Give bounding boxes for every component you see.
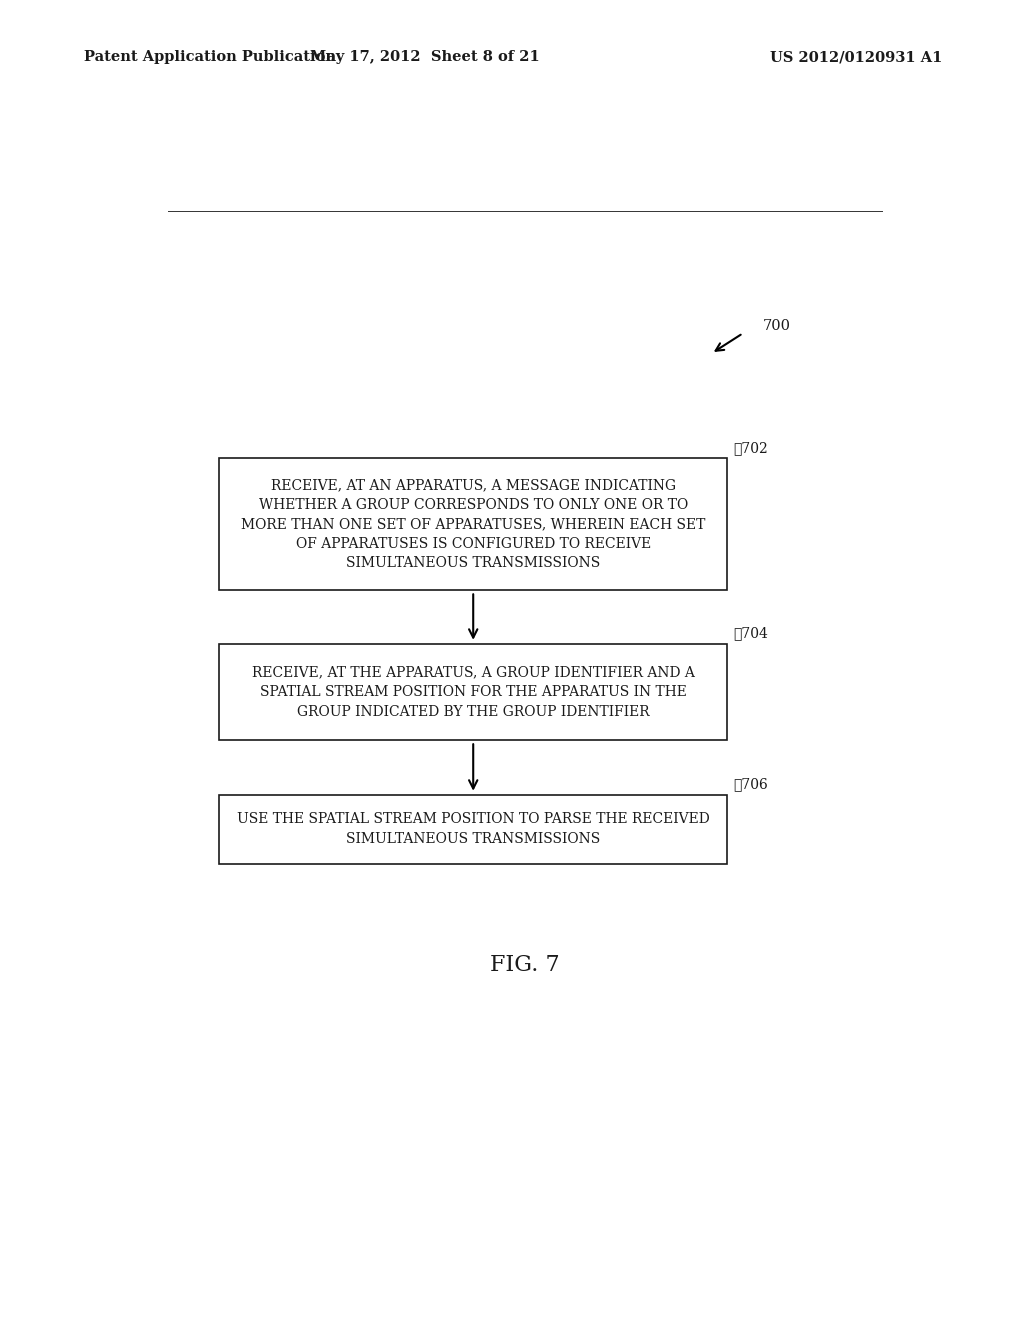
Text: US 2012/0120931 A1: US 2012/0120931 A1	[770, 50, 942, 65]
Text: ⌣704: ⌣704	[733, 627, 768, 640]
Text: Patent Application Publication: Patent Application Publication	[84, 50, 336, 65]
Bar	[219, 644, 727, 741]
Text: ⌣706: ⌣706	[733, 777, 768, 792]
Text: May 17, 2012  Sheet 8 of 21: May 17, 2012 Sheet 8 of 21	[310, 50, 540, 65]
Bar	[219, 458, 727, 590]
Bar	[219, 795, 727, 863]
Text: ⌣702: ⌣702	[733, 441, 768, 455]
Text: RECEIVE, AT AN APPARATUS, A MESSAGE INDICATING
WHETHER A GROUP CORRESPONDS TO ON: RECEIVE, AT AN APPARATUS, A MESSAGE INDI…	[241, 478, 706, 570]
Text: 700: 700	[763, 319, 791, 333]
Text: RECEIVE, AT THE APPARATUS, A GROUP IDENTIFIER AND A
SPATIAL STREAM POSITION FOR : RECEIVE, AT THE APPARATUS, A GROUP IDENT…	[252, 665, 694, 718]
Text: FIG. 7: FIG. 7	[490, 954, 559, 977]
Text: USE THE SPATIAL STREAM POSITION TO PARSE THE RECEIVED
SIMULTANEOUS TRANSMISSIONS: USE THE SPATIAL STREAM POSITION TO PARSE…	[237, 813, 710, 846]
